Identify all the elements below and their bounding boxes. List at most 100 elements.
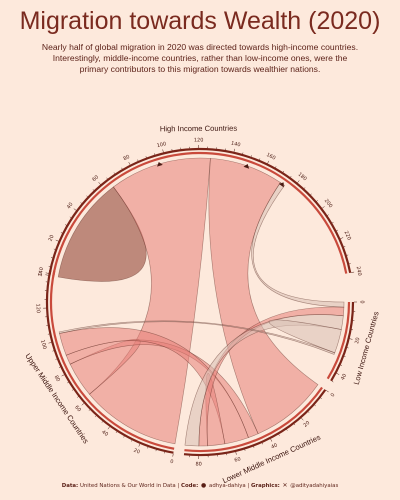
- tick-label: 140: [37, 267, 45, 277]
- axis-tick: [55, 358, 57, 360]
- tick-label: 60: [91, 174, 100, 183]
- axis-tick: [71, 389, 74, 391]
- axis-tick: [322, 206, 325, 209]
- axis-tick: [172, 453, 174, 457]
- footer-code-handle: adhya-dahiya: [209, 483, 246, 489]
- axis-tick: [344, 356, 346, 358]
- axis-tick: [343, 246, 346, 248]
- axis-tick: [53, 248, 56, 250]
- axis-tick: [162, 149, 164, 153]
- github-icon: ●: [201, 482, 207, 489]
- axis-tick: [58, 366, 61, 368]
- axis-tick: [65, 224, 67, 226]
- tick-label: 160: [265, 152, 276, 162]
- tick-label: 80: [53, 374, 61, 382]
- flow-arrowhead: [278, 182, 284, 188]
- axis-tick: [235, 451, 237, 455]
- axis-tick: [94, 415, 97, 418]
- axis-tick: [115, 431, 118, 434]
- footer-data-source: United Nations & Our World in Data: [79, 483, 176, 489]
- tick-label: 120: [34, 304, 40, 314]
- group-tracks: [43, 145, 357, 459]
- axis-tick: [349, 338, 353, 340]
- tick-label: 60: [234, 456, 242, 463]
- axis-tick: [270, 438, 273, 442]
- axis-tick: [340, 364, 343, 366]
- axis-tick: [98, 182, 101, 185]
- tick-label: 140: [230, 141, 241, 149]
- chart-subtitle: Nearly half of global migration in 2020 …: [41, 42, 359, 74]
- tick-label: 0: [38, 272, 44, 276]
- chord-ribbon: [268, 319, 342, 354]
- group-label: High Income Countries: [160, 124, 238, 134]
- axis-tick: [137, 159, 139, 162]
- flow-arrowhead: [243, 163, 250, 169]
- axis-tick: [327, 214, 329, 216]
- axis-tick: [336, 373, 340, 375]
- axis-tick: [107, 426, 110, 430]
- group-arc: [183, 389, 327, 457]
- axis-tick: [267, 160, 270, 164]
- tick-label: 120: [194, 137, 204, 143]
- axis-tick: [340, 237, 344, 239]
- axis-tick: [80, 202, 82, 204]
- axis-tick: [310, 193, 312, 195]
- axis-tick: [261, 442, 263, 445]
- tick-label: 20: [133, 448, 141, 456]
- tick-label: 40: [100, 429, 109, 438]
- axis-tick: [275, 166, 277, 168]
- tick-label: 100: [39, 339, 47, 350]
- axis-tick: [331, 381, 334, 383]
- axis-tick: [253, 446, 255, 448]
- axis-tick: [293, 423, 296, 426]
- axis-tick: [290, 175, 292, 178]
- group-arc: [330, 301, 355, 382]
- tick-label: 40: [66, 202, 75, 211]
- tick-label: 200: [323, 198, 334, 209]
- tick-label: 20: [303, 420, 312, 429]
- tick-label: 20: [354, 337, 361, 345]
- axis-tick: [145, 156, 147, 158]
- axis-tick: [316, 200, 318, 202]
- axis-tick: [86, 195, 88, 197]
- group-arc: [326, 301, 351, 380]
- axis-tick: [113, 172, 115, 174]
- tick-label: 240: [355, 266, 363, 277]
- chord-ribbons: [57, 157, 345, 447]
- tick-label: 80: [122, 154, 130, 162]
- tick-label: 0: [330, 392, 337, 398]
- axis-tick: [67, 382, 69, 384]
- flow-arrowhead: [157, 161, 163, 167]
- axis-tick: [92, 189, 95, 191]
- tick-label: 220: [343, 230, 352, 241]
- axis-tick: [147, 446, 149, 449]
- x-icon: ✕: [282, 482, 288, 489]
- axis-tick: [45, 274, 49, 276]
- axis-tick: [138, 443, 141, 447]
- axis-tick: [55, 239, 59, 242]
- tick-label: 0: [170, 459, 174, 465]
- axis-tick: [286, 429, 288, 431]
- chord-ribbon: [58, 320, 336, 355]
- tick-label: 0: [359, 300, 365, 303]
- tick-label: 80: [195, 461, 201, 467]
- axis-tick: [320, 397, 322, 399]
- footer-separator: |: [177, 483, 180, 489]
- group-arc: [52, 151, 348, 277]
- axis-tick: [297, 180, 300, 183]
- group-arc: [49, 270, 175, 450]
- axis-tick: [48, 342, 52, 344]
- axis-tick: [81, 403, 85, 406]
- axis-tick: [301, 417, 304, 421]
- footer-code-label: Code:: [180, 483, 199, 489]
- axis-tick: [45, 272, 49, 274]
- axis-tick: [351, 271, 355, 273]
- axis-tick: [69, 216, 72, 218]
- axis-tick: [307, 411, 310, 413]
- group-label: Low Income Countries: [352, 310, 381, 385]
- axis-tick: [332, 221, 334, 224]
- tick-label: 20: [48, 234, 56, 242]
- axis-tick: [326, 390, 329, 393]
- group-arc: [45, 269, 174, 454]
